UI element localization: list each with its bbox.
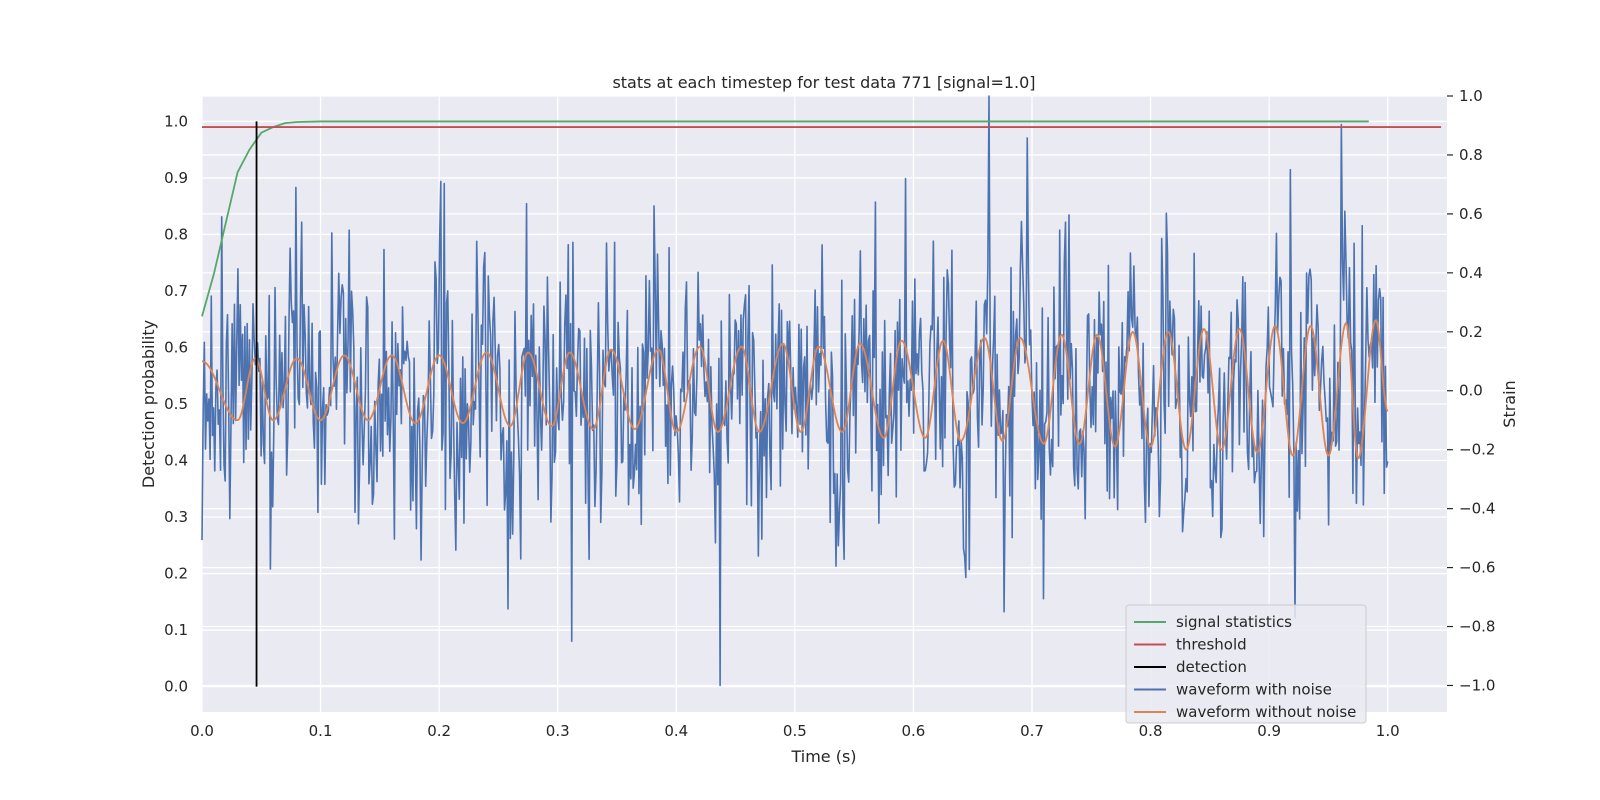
y-right-tick-label: 0.0 <box>1459 382 1483 400</box>
y-right-tick-label: −0.6 <box>1459 559 1495 577</box>
y-right-tick-label: −1.0 <box>1459 676 1495 694</box>
y-right-tick-label: −0.8 <box>1459 618 1495 636</box>
series-waveform-without-noise <box>201 319 1389 459</box>
x-tick-label: 0.8 <box>1139 722 1163 740</box>
legend-item-label: waveform with noise <box>1176 681 1332 699</box>
y-right-tick-label: 0.4 <box>1459 264 1483 282</box>
y-left-tick-label: 0.9 <box>164 169 188 187</box>
y-left-tick-label: 0.8 <box>164 225 188 243</box>
y-right-tick-label: 0.6 <box>1459 205 1483 223</box>
x-tick-label: 1.0 <box>1376 722 1400 740</box>
y-axis-label-left: Detection probability <box>139 320 158 488</box>
series-layer <box>201 95 1442 687</box>
series-signal-statistics <box>201 120 1369 317</box>
x-tick-label: 0.4 <box>664 722 688 740</box>
y-left-tick-label: 0.3 <box>164 508 188 526</box>
chart-title: stats at each timestep for test data 771… <box>612 73 1035 92</box>
x-tick-label: 0.0 <box>190 722 214 740</box>
y-left-tick-label: 0.2 <box>164 565 188 583</box>
y-axis-label-right: Strain <box>1500 380 1519 427</box>
x-tick-label: 0.5 <box>783 722 807 740</box>
legend-box <box>1125 604 1367 724</box>
legend: signal statistics threshold detection wavef… <box>1125 604 1367 724</box>
x-tick-label: 0.1 <box>309 722 333 740</box>
legend-item-label: waveform without noise <box>1176 703 1356 721</box>
y-left-tick-label: 0.4 <box>164 452 188 470</box>
x-tick-label: 0.2 <box>427 722 451 740</box>
y-right-tick-label: −0.4 <box>1459 500 1495 518</box>
x-tick-label: 0.9 <box>1257 722 1281 740</box>
y-left-tick-label: 1.0 <box>164 112 188 130</box>
y-left-tick-label: 0.0 <box>164 678 188 696</box>
legend-item-label: signal statistics <box>1176 613 1292 631</box>
x-axis-label: Time (s) <box>790 747 856 766</box>
y-right-tick-label: −0.2 <box>1459 441 1495 459</box>
legend-item-label: threshold <box>1176 636 1247 654</box>
y-left-tick-label: 0.7 <box>164 282 188 300</box>
legend-item-label: detection <box>1176 658 1247 676</box>
x-tick-label: 0.6 <box>901 722 925 740</box>
y-right-tick-label: 0.8 <box>1459 146 1483 164</box>
x-tick-label: 0.7 <box>1020 722 1044 740</box>
ticks: 0.0 0.1 0.2 0.3 0.4 0.5 0.6 0.7 0.8 0.9 1.0 0.0 0.1 0… <box>164 87 1495 740</box>
y-right-tick-label: 1.0 <box>1459 87 1483 105</box>
y-right-tick-label: 0.2 <box>1459 323 1483 341</box>
y-left-tick-label: 0.1 <box>164 621 188 639</box>
x-tick-label: 0.3 <box>546 722 570 740</box>
y-left-tick-label: 0.6 <box>164 338 188 356</box>
series-waveform-with-noise <box>201 95 1389 687</box>
y-left-tick-label: 0.5 <box>164 395 188 413</box>
